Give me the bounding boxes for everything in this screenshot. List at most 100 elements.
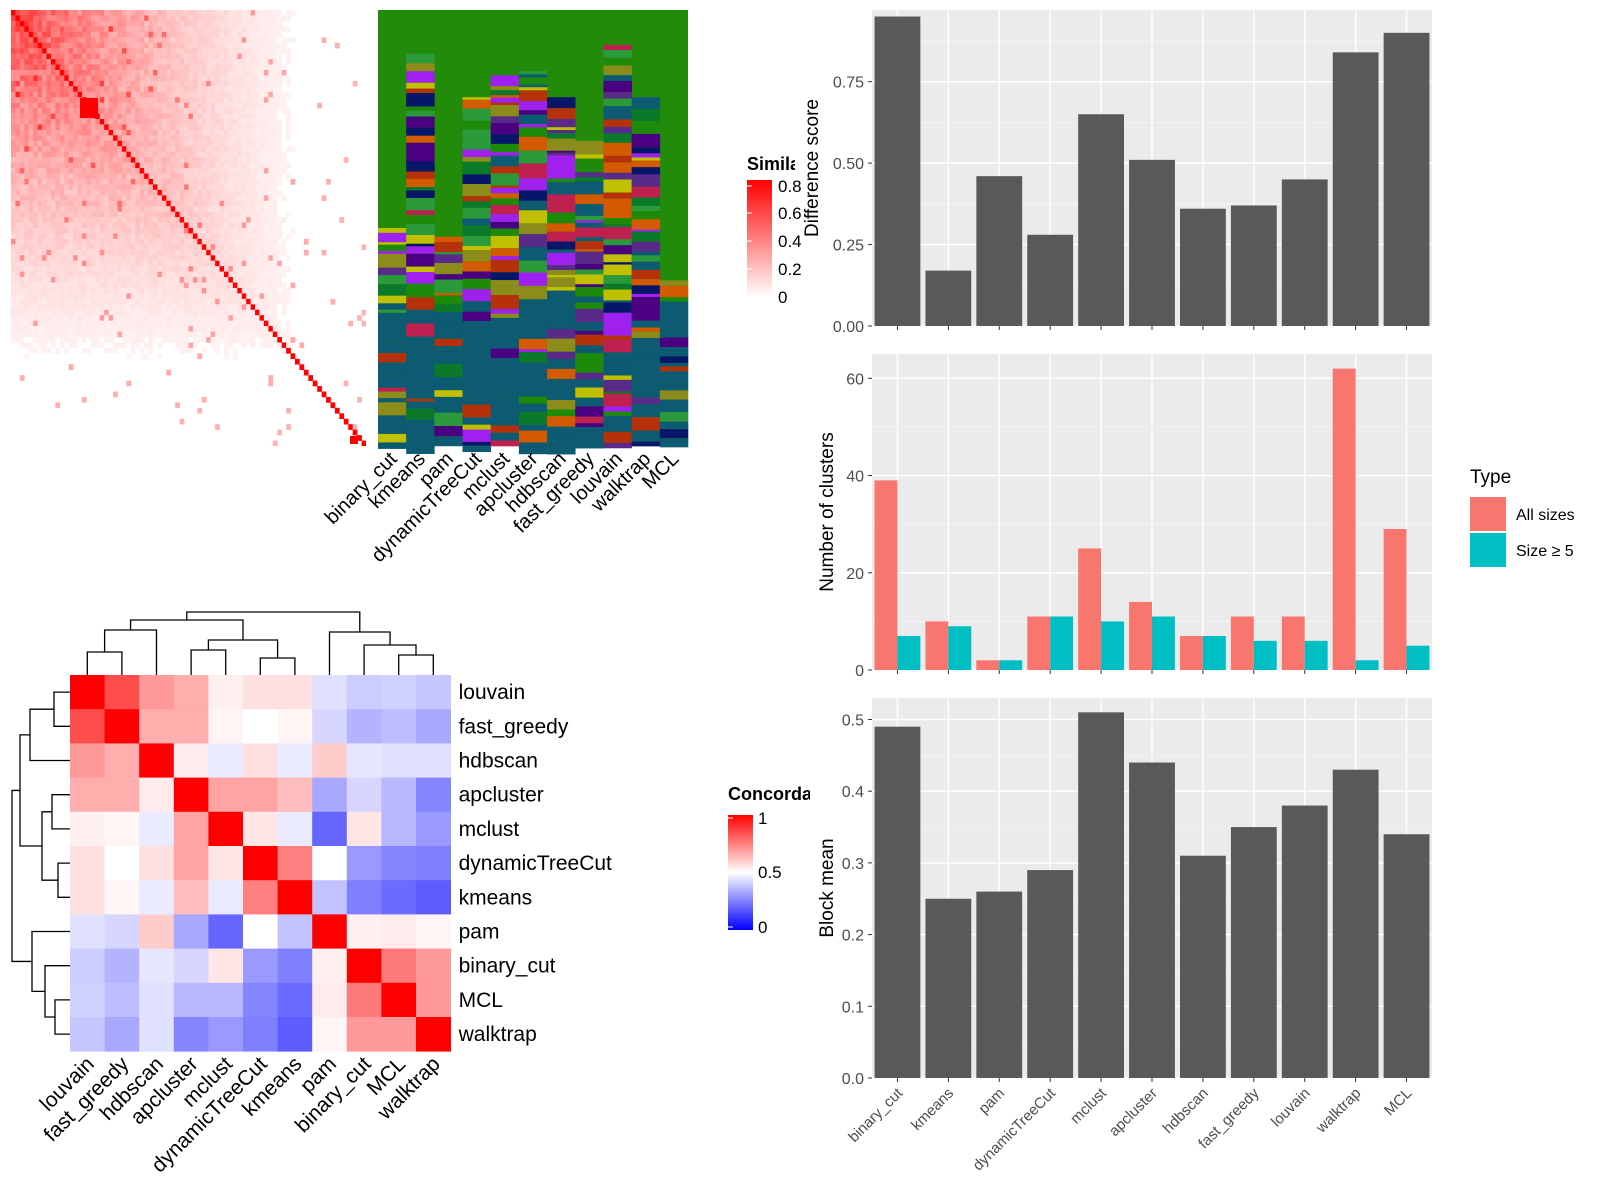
similarity-cell <box>166 238 172 245</box>
similarity-cell <box>170 222 176 229</box>
similarity-cell <box>19 266 25 272</box>
similarity-cell <box>272 151 278 158</box>
similarity-cell <box>224 347 229 354</box>
similarity-cell <box>241 206 247 212</box>
similarity-cell <box>250 222 256 229</box>
similarity-cell <box>42 135 47 142</box>
similarity-cell <box>219 97 225 103</box>
similarity-cell <box>126 135 132 142</box>
similarity-cell <box>237 151 243 158</box>
x-tick-label: apcluster <box>1106 1085 1161 1140</box>
similarity-cell <box>166 135 172 142</box>
similarity-cell <box>197 233 203 240</box>
y-tick-label: 0.3 <box>842 856 864 873</box>
similarity-cell <box>42 15 47 22</box>
similarity-cell <box>228 331 234 338</box>
similarity-cell <box>277 53 282 60</box>
similarity-cell <box>232 282 238 289</box>
similarity-cell <box>24 271 30 278</box>
assignment-band <box>659 399 689 413</box>
similarity-cell <box>263 342 269 349</box>
similarity-cell <box>268 380 274 387</box>
similarity-cell <box>224 64 229 71</box>
similarity-cell <box>99 178 105 185</box>
similarity-cell <box>197 178 203 185</box>
similarity-cell <box>268 238 274 245</box>
similarity-cell <box>170 304 176 311</box>
concordance-cell <box>139 880 175 915</box>
similarity-cell <box>277 151 282 158</box>
similarity-cell <box>42 347 47 354</box>
similarity-cell <box>50 10 56 16</box>
concordance-cell <box>381 709 417 744</box>
assignment-band <box>406 215 435 225</box>
assignment-band <box>406 235 435 244</box>
similarity-cell <box>259 108 265 114</box>
similarity-cell <box>286 326 291 332</box>
similarity-cell <box>237 129 243 136</box>
similarity-cell <box>148 91 154 98</box>
assignment-band <box>490 173 520 186</box>
similarity-cell <box>64 222 69 229</box>
similarity-cell <box>55 15 61 22</box>
similarity-cell <box>117 10 123 16</box>
similarity-cell <box>161 331 167 338</box>
similarity-cell <box>73 162 78 169</box>
similarity-cell <box>232 91 238 98</box>
similarity-cell <box>241 337 247 343</box>
similarity-cell <box>188 189 194 196</box>
assignment-band <box>406 63 435 72</box>
similarity-cell <box>361 440 366 446</box>
legend-key-all-sizes <box>1470 497 1506 531</box>
similarity-cell <box>15 222 21 229</box>
similarity-cell <box>42 315 47 321</box>
similarity-cell <box>15 113 21 120</box>
similarity-cell <box>197 244 203 251</box>
similarity-cell <box>268 168 274 174</box>
similarity-cell <box>121 342 127 349</box>
similarity-cell <box>290 10 296 16</box>
similarity-cell <box>175 293 180 300</box>
similarity-cell <box>192 249 198 256</box>
similarity-cell <box>11 20 16 27</box>
similarity-cell <box>130 260 136 267</box>
similarity-cell <box>188 80 194 87</box>
assignment-band <box>631 404 661 410</box>
similarity-cell <box>255 178 260 185</box>
similarity-cell <box>272 287 278 294</box>
dendrogram-branch <box>186 611 361 632</box>
similarity-cell <box>28 342 34 349</box>
similarity-cell <box>77 80 83 87</box>
similarity-cell <box>15 31 21 38</box>
similarity-cell <box>33 222 38 229</box>
similarity-cell <box>19 206 25 212</box>
similarity-cell <box>33 91 38 98</box>
similarity-cell <box>153 113 158 120</box>
similarity-cell <box>224 287 229 294</box>
similarity-cell <box>59 146 65 152</box>
similarity-cell <box>250 48 256 54</box>
similarity-cell <box>121 64 127 71</box>
assignment-band <box>406 283 435 298</box>
concordance-cell <box>243 675 278 710</box>
similarity-cell <box>179 195 185 202</box>
similarity-cell <box>272 140 278 147</box>
similarity-cell <box>73 309 78 316</box>
similarity-cell <box>135 244 140 251</box>
similarity-cell <box>206 178 211 185</box>
assignment-band <box>406 444 435 454</box>
similarity-legend-tick-label: 0.8 <box>778 177 802 196</box>
similarity-cell <box>28 217 34 223</box>
similarity-cell <box>241 53 247 60</box>
similarity-cell <box>139 266 145 272</box>
similarity-cell <box>201 326 207 332</box>
similarity-cell <box>82 337 87 343</box>
similarity-cell <box>241 10 247 16</box>
similarity-cell <box>24 255 30 261</box>
bar <box>976 660 1000 670</box>
similarity-cell <box>210 331 216 338</box>
similarity-cell <box>255 200 260 207</box>
similarity-cell <box>144 135 149 142</box>
assignment-band <box>490 321 520 334</box>
concordance-row-labels: louvainfast_greedyhdbscanapclustermclust… <box>458 681 612 1046</box>
